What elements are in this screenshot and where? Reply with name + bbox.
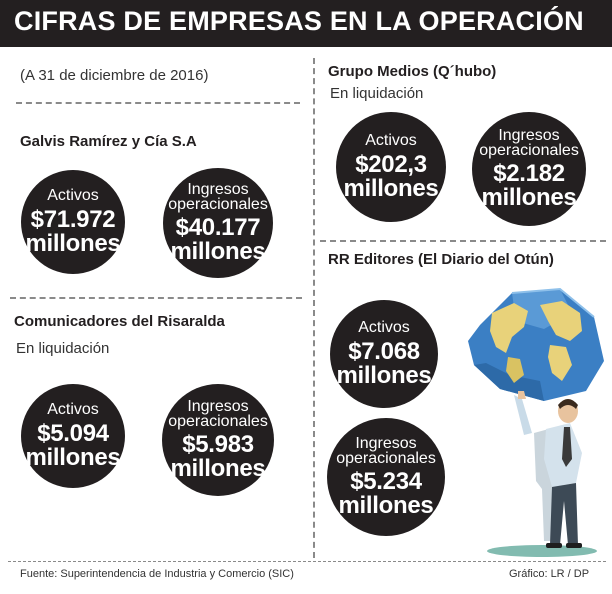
- ingresos-value: $40.177: [175, 214, 261, 241]
- activos-value: $5.094: [37, 420, 109, 447]
- activos-unit: millones: [25, 444, 121, 471]
- ingresos-label-2: operacionales: [168, 196, 268, 213]
- ingresos-unit: millones: [170, 238, 266, 265]
- footer-divider: [8, 561, 606, 562]
- activos-label: Activos: [365, 132, 417, 149]
- activos-value: $202,3: [355, 151, 427, 178]
- ingresos-value: $5.983: [182, 431, 254, 458]
- activos-unit: millones: [25, 230, 121, 257]
- company-name: RR Editores (El Diario del Otún): [328, 251, 554, 268]
- ingresos-circle: Ingresos operacionales $5.983 millones: [162, 384, 274, 496]
- ingresos-label: Ingresos: [355, 435, 417, 452]
- page-title: CIFRAS DE EMPRESAS EN LA OPERACIÓN: [14, 6, 584, 36]
- graphic-credit: Gráfico: LR / DP: [509, 568, 590, 580]
- activos-value: $71.972: [30, 206, 116, 233]
- activos-circle: Activos $7.068 millones: [330, 300, 438, 408]
- ingresos-label: Ingresos: [187, 398, 249, 415]
- column-divider: [313, 58, 315, 558]
- company-name: Comunicadores del Risaralda: [14, 313, 225, 330]
- ingresos-unit: millones: [338, 492, 434, 519]
- divider: [16, 102, 300, 104]
- date-note: (A 31 de diciembre de 2016): [20, 67, 209, 84]
- company-name: Galvis Ramírez y Cía S.A: [20, 133, 197, 150]
- ingresos-unit: millones: [481, 184, 577, 211]
- ingresos-label: Ingresos: [498, 127, 560, 144]
- globe-illustration: [468, 287, 604, 557]
- ingresos-unit: millones: [170, 455, 266, 482]
- activos-label: Activos: [47, 187, 99, 204]
- activos-circle: Activos $71.972 millones: [21, 170, 125, 274]
- ingresos-circle: Ingresos operacionales $5.234 millones: [327, 418, 445, 536]
- divider: [320, 240, 606, 242]
- activos-circle: Activos $5.094 millones: [21, 384, 125, 488]
- ingresos-value: $5.234: [350, 468, 422, 495]
- divider: [10, 297, 302, 299]
- activos-label: Activos: [358, 319, 410, 336]
- ingresos-label: Ingresos: [187, 181, 249, 198]
- ingresos-label-2: operacionales: [479, 142, 579, 159]
- activos-circle: Activos $202,3 millones: [336, 112, 446, 222]
- ingresos-label-2: operacionales: [336, 450, 436, 467]
- activos-unit: millones: [343, 175, 439, 202]
- ingresos-label-2: operacionales: [168, 413, 268, 430]
- activos-value: $7.068: [348, 338, 420, 365]
- source-note: Fuente: Superintendencia de Industria y …: [20, 568, 294, 580]
- ingresos-circle: Ingresos operacionales $2.182 millones: [472, 112, 586, 226]
- man-holding-globe-icon: [452, 283, 612, 563]
- company-status: En liquidación: [330, 85, 424, 102]
- activos-unit: millones: [336, 362, 432, 389]
- company-status: En liquidación: [16, 340, 110, 357]
- header-bar: CIFRAS DE EMPRESAS EN LA OPERACIÓN: [0, 0, 612, 47]
- company-name: Grupo Medios (Q´hubo): [328, 63, 497, 80]
- activos-label: Activos: [47, 401, 99, 418]
- ingresos-value: $2.182: [493, 160, 565, 187]
- ingresos-circle: Ingresos operacionales $40.177 millones: [163, 168, 273, 278]
